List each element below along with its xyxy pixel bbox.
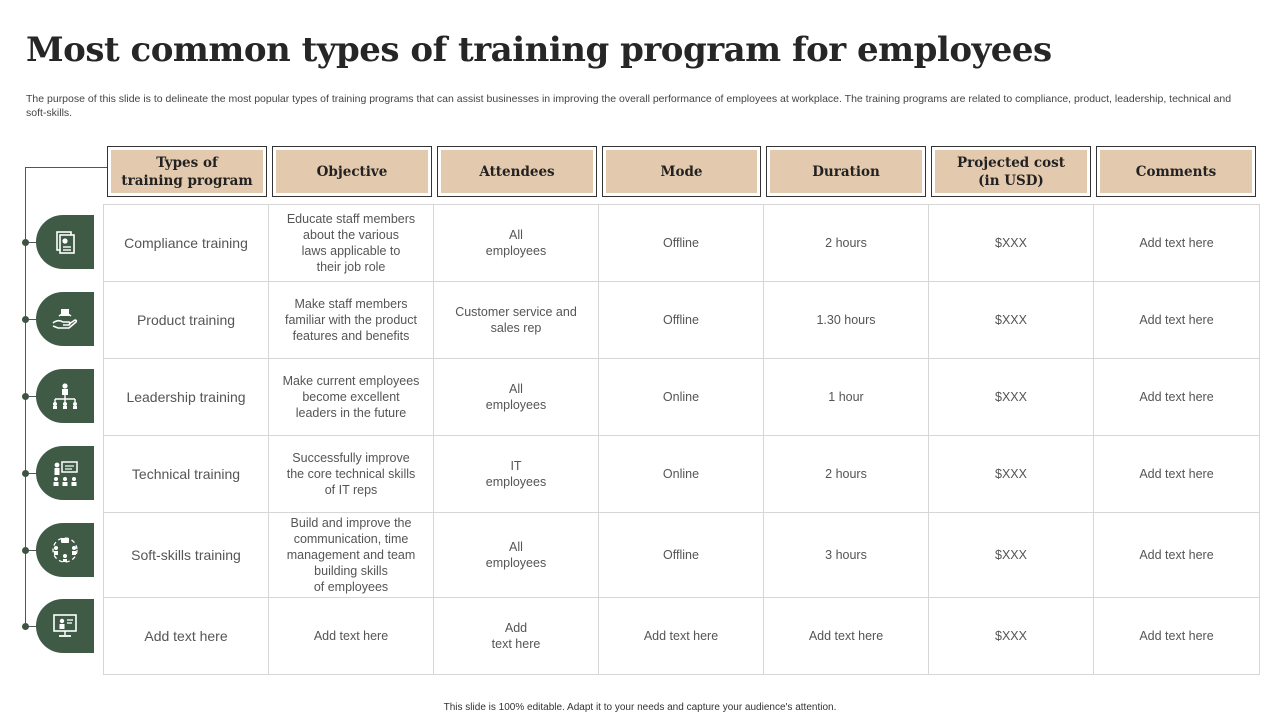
connector-stub xyxy=(25,396,37,397)
row-icon-badge xyxy=(36,446,94,500)
cell-cost: $XXX xyxy=(928,512,1094,598)
cell-cost: $XXX xyxy=(928,204,1094,282)
header-comments: Comments xyxy=(1096,146,1256,197)
presentation-icon xyxy=(53,461,78,486)
row-icon-badge xyxy=(36,215,94,269)
connector-dot xyxy=(22,547,29,554)
cell-mode: Offline xyxy=(598,281,764,359)
cell-mode: Online xyxy=(598,435,764,513)
connector-stub xyxy=(25,626,37,627)
cell-objective: Successfully improve the core technical … xyxy=(268,435,434,513)
cell-attendees: IT employees xyxy=(433,435,599,513)
cell-attendees: All employees xyxy=(433,512,599,598)
slide-footer: This slide is 100% editable. Adapt it to… xyxy=(443,702,837,713)
cell-comments: Add text here xyxy=(1093,435,1260,513)
cell-type: Technical training xyxy=(103,435,269,513)
cell-duration: 3 hours xyxy=(763,512,929,598)
cell-comments: Add text here xyxy=(1093,358,1260,436)
slide-title: Most common types of training program fo… xyxy=(26,30,1052,70)
row-icon-badge xyxy=(36,369,94,423)
cell-comments: Add text here xyxy=(1093,597,1260,675)
cell-comments: Add text here xyxy=(1093,281,1260,359)
cell-duration: 1.30 hours xyxy=(763,281,929,359)
cell-mode: Add text here xyxy=(598,597,764,675)
cell-duration: 2 hours xyxy=(763,204,929,282)
cell-type: Compliance training xyxy=(103,204,269,282)
table-row: Leadership training Make current employe… xyxy=(103,358,1260,436)
cell-objective: Build and improve the communication, tim… xyxy=(268,512,434,598)
cell-duration: 2 hours xyxy=(763,435,929,513)
cell-cost: $XXX xyxy=(928,597,1094,675)
header-mode: Mode xyxy=(602,146,761,197)
document-icon xyxy=(56,231,75,254)
cell-objective: Make current employees become excellent … xyxy=(268,358,434,436)
cell-type: Product training xyxy=(103,281,269,359)
header-types: Types of training program xyxy=(107,146,267,197)
connector-line-top xyxy=(25,167,107,168)
cell-duration: Add text here xyxy=(763,597,929,675)
cell-attendees: Add text here xyxy=(433,597,599,675)
online-training-icon xyxy=(53,614,77,637)
cell-duration: 1 hour xyxy=(763,358,929,436)
cell-attendees: Customer service and sales rep xyxy=(433,281,599,359)
cell-type: Add text here xyxy=(103,597,269,675)
header-attendees: Attendees xyxy=(437,146,597,197)
header-projected-cost-label: Projected cost (in USD) xyxy=(935,150,1087,193)
header-projected-cost: Projected cost (in USD) xyxy=(931,146,1091,197)
connector-stub xyxy=(25,473,37,474)
team-communication-icon xyxy=(52,537,78,563)
row-icon-badge xyxy=(36,599,94,653)
header-objective-label: Objective xyxy=(276,150,428,193)
header-types-label: Types of training program xyxy=(111,150,263,193)
connector-stub xyxy=(25,550,37,551)
training-table: Compliance training Educate staff member… xyxy=(103,204,1260,675)
cell-attendees: All employees xyxy=(433,358,599,436)
cell-objective: Educate staff members about the various … xyxy=(268,204,434,282)
table-row: Add text here Add text here Add text her… xyxy=(103,597,1260,675)
header-objective: Objective xyxy=(272,146,432,197)
header-duration-label: Duration xyxy=(770,150,922,193)
cell-mode: Online xyxy=(598,358,764,436)
connector-dot xyxy=(22,239,29,246)
table-row: Compliance training Educate staff member… xyxy=(103,204,1260,282)
header-duration: Duration xyxy=(766,146,926,197)
connector-dot xyxy=(22,393,29,400)
cell-mode: Offline xyxy=(598,512,764,598)
cell-type: Leadership training xyxy=(103,358,269,436)
connector-dot xyxy=(22,470,29,477)
connector-stub xyxy=(25,242,37,243)
header-attendees-label: Attendees xyxy=(441,150,593,193)
cell-type: Soft-skills training xyxy=(103,512,269,598)
product-hand-icon xyxy=(52,309,78,329)
cell-objective: Make staff members familiar with the pro… xyxy=(268,281,434,359)
connector-dot xyxy=(22,623,29,630)
cell-mode: Offline xyxy=(598,204,764,282)
cell-comments: Add text here xyxy=(1093,204,1260,282)
cell-objective: Add text here xyxy=(268,597,434,675)
header-mode-label: Mode xyxy=(606,150,757,193)
org-chart-icon xyxy=(53,383,77,409)
table-row: Technical training Successfully improve … xyxy=(103,435,1260,513)
connector-stub xyxy=(25,319,37,320)
connector-dot xyxy=(22,316,29,323)
row-icon-badge xyxy=(36,292,94,346)
cell-comments: Add text here xyxy=(1093,512,1260,598)
table-row: Soft-skills training Build and improve t… xyxy=(103,512,1260,598)
cell-cost: $XXX xyxy=(928,435,1094,513)
slide-description: The purpose of this slide is to delineat… xyxy=(26,93,1232,119)
cell-cost: $XXX xyxy=(928,358,1094,436)
row-icon-badge xyxy=(36,523,94,577)
cell-attendees: All employees xyxy=(433,204,599,282)
header-comments-label: Comments xyxy=(1100,150,1252,193)
cell-cost: $XXX xyxy=(928,281,1094,359)
table-row: Product training Make staff members fami… xyxy=(103,281,1260,359)
